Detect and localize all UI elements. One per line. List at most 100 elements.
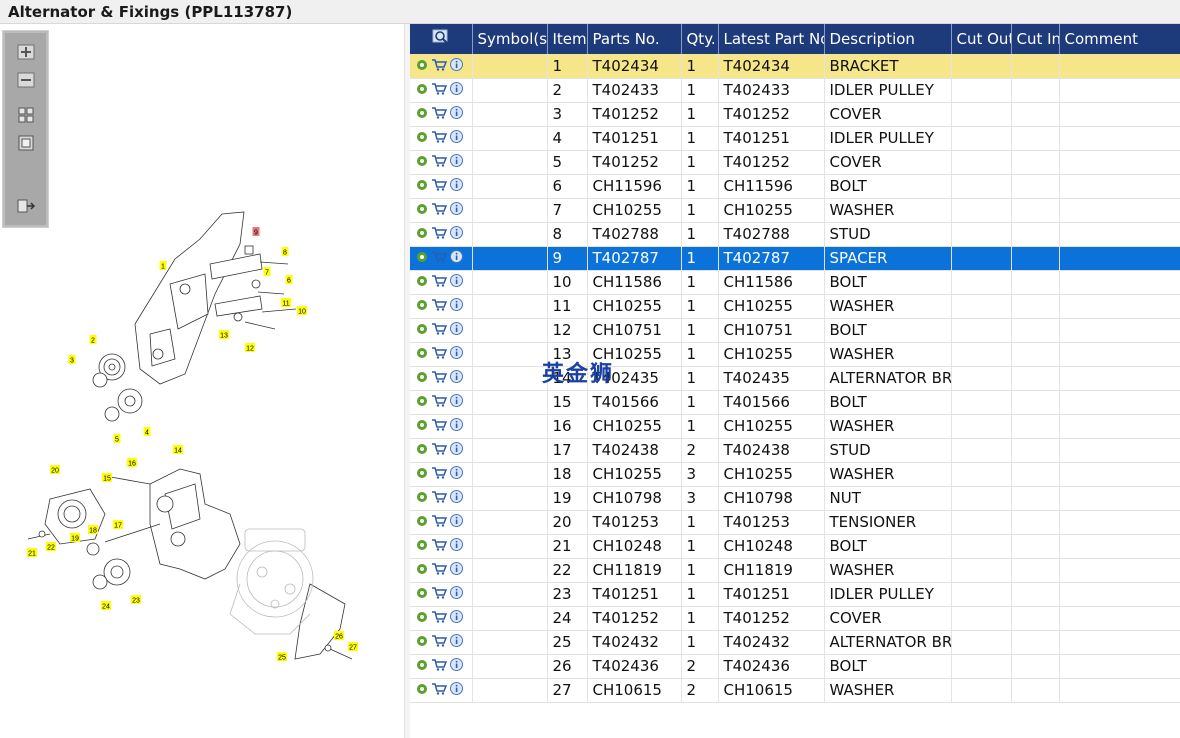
callout-label[interactable]: 12: [245, 343, 255, 353]
callout-label[interactable]: 24: [101, 601, 111, 611]
options-gear-icon[interactable]: [416, 225, 428, 243]
callout-label[interactable]: 23: [131, 595, 141, 605]
table-row[interactable]: 27 CH10615 2 CH10615 WASHER: [410, 678, 1180, 703]
options-gear-icon[interactable]: [416, 561, 428, 579]
info-icon[interactable]: [450, 489, 463, 507]
callout-label[interactable]: 15: [102, 473, 112, 483]
callout-label[interactable]: 5: [113, 434, 121, 444]
info-icon[interactable]: [450, 225, 463, 243]
info-icon[interactable]: [450, 633, 463, 651]
table-row[interactable]: 5 T401252 1 T401252 COVER: [410, 150, 1180, 175]
add-to-cart-icon[interactable]: [431, 489, 448, 507]
options-gear-icon[interactable]: [416, 321, 428, 339]
add-to-cart-icon[interactable]: [431, 537, 448, 555]
options-gear-icon[interactable]: [416, 393, 428, 411]
options-gear-icon[interactable]: [416, 345, 428, 363]
column-header-description[interactable]: Description: [824, 24, 952, 54]
info-icon[interactable]: [450, 513, 463, 531]
callout-label[interactable]: 14: [173, 445, 183, 455]
info-icon[interactable]: [450, 129, 463, 147]
column-header-parts-no[interactable]: Parts No.: [587, 24, 682, 54]
info-icon[interactable]: [450, 369, 463, 387]
table-row[interactable]: 10 CH11586 1 CH11586 BOLT: [410, 270, 1180, 295]
add-to-cart-icon[interactable]: [431, 345, 448, 363]
table-row[interactable]: 18 CH10255 3 CH10255 WASHER: [410, 462, 1180, 487]
callout-label[interactable]: 18: [88, 525, 98, 535]
table-row[interactable]: 20 T401253 1 T401253 TENSIONER: [410, 510, 1180, 535]
add-to-cart-icon[interactable]: [431, 225, 448, 243]
options-gear-icon[interactable]: [416, 609, 428, 627]
add-to-cart-icon[interactable]: [431, 201, 448, 219]
callout-label[interactable]: 1: [159, 261, 167, 271]
table-row[interactable]: 7 CH10255 1 CH10255 WASHER: [410, 198, 1180, 223]
callout-label[interactable]: 17: [113, 520, 123, 530]
info-icon[interactable]: [450, 201, 463, 219]
table-row[interactable]: 16 CH10255 1 CH10255 WASHER: [410, 414, 1180, 439]
options-gear-icon[interactable]: [416, 585, 428, 603]
info-icon[interactable]: [450, 177, 463, 195]
table-row[interactable]: 14 T402435 1 T402435 ALTERNATOR BRA: [410, 366, 1180, 391]
callout-label[interactable]: 9: [252, 227, 260, 237]
callout-label[interactable]: 2: [89, 335, 97, 345]
info-icon[interactable]: [450, 273, 463, 291]
callout-label[interactable]: 11: [281, 298, 291, 308]
add-to-cart-icon[interactable]: [431, 657, 448, 675]
callout-label[interactable]: 25: [277, 652, 287, 662]
options-gear-icon[interactable]: [416, 129, 428, 147]
options-gear-icon[interactable]: [416, 273, 428, 291]
options-gear-icon[interactable]: [416, 153, 428, 171]
add-to-cart-icon[interactable]: [431, 417, 448, 435]
options-gear-icon[interactable]: [416, 369, 428, 387]
callout-label[interactable]: 16: [127, 458, 137, 468]
column-header-item[interactable]: Item: [547, 24, 588, 54]
info-icon[interactable]: [450, 153, 463, 171]
add-to-cart-icon[interactable]: [431, 129, 448, 147]
table-row[interactable]: 17 T402438 2 T402438 STUD: [410, 438, 1180, 463]
add-to-cart-icon[interactable]: [431, 273, 448, 291]
callout-label[interactable]: 6: [285, 275, 293, 285]
pane-splitter[interactable]: [404, 24, 410, 738]
table-row[interactable]: 13 CH10255 1 CH10255 WASHER: [410, 342, 1180, 367]
info-icon[interactable]: [450, 81, 463, 99]
diagram-pane[interactable]: 1 2 3 4 5 6 7 8 9 10 11 12 13 14 15 16 17 18 19 20 21 22 23 24 2…: [0, 24, 404, 738]
exploded-parts-diagram[interactable]: 1234567891011121314151617181920212223242…: [0, 184, 404, 684]
column-header-comment[interactable]: Comment: [1059, 24, 1180, 54]
add-to-cart-icon[interactable]: [431, 633, 448, 651]
export-button[interactable]: [16, 197, 36, 215]
callout-label[interactable]: 22: [46, 542, 56, 552]
options-gear-icon[interactable]: [416, 81, 428, 99]
add-to-cart-icon[interactable]: [431, 369, 448, 387]
add-to-cart-icon[interactable]: [431, 321, 448, 339]
add-to-cart-icon[interactable]: [431, 177, 448, 195]
fit-button[interactable]: [16, 106, 36, 124]
actual-size-button[interactable]: [16, 134, 36, 152]
table-row[interactable]: 21 CH10248 1 CH10248 BOLT: [410, 534, 1180, 559]
table-row[interactable]: 12 CH10751 1 CH10751 BOLT: [410, 318, 1180, 343]
table-row[interactable]: 25 T402432 1 T402432 ALTERNATOR BRA: [410, 630, 1180, 655]
options-gear-icon[interactable]: [416, 297, 428, 315]
parts-list-grid[interactable]: Symbol(s) Item Parts No. Qty. Latest Par…: [410, 24, 1180, 738]
options-gear-icon[interactable]: [416, 681, 428, 699]
callout-label[interactable]: 27: [348, 642, 358, 652]
info-icon[interactable]: [450, 417, 463, 435]
column-header-latest-part-no[interactable]: Latest Part No.: [718, 24, 825, 54]
table-row[interactable]: 6 CH11596 1 CH11596 BOLT: [410, 174, 1180, 199]
callout-label[interactable]: 4: [143, 427, 151, 437]
table-row[interactable]: 22 CH11819 1 CH11819 WASHER: [410, 558, 1180, 583]
add-to-cart-icon[interactable]: [431, 105, 448, 123]
add-to-cart-icon[interactable]: [431, 513, 448, 531]
add-to-cart-icon[interactable]: [431, 249, 448, 267]
zoom-out-button[interactable]: [16, 71, 36, 89]
info-icon[interactable]: [450, 441, 463, 459]
add-to-cart-icon[interactable]: [431, 681, 448, 699]
add-to-cart-icon[interactable]: [431, 57, 448, 75]
info-icon[interactable]: [450, 297, 463, 315]
info-icon[interactable]: [450, 681, 463, 699]
options-gear-icon[interactable]: [416, 177, 428, 195]
table-row[interactable]: 23 T401251 1 T401251 IDLER PULLEY: [410, 582, 1180, 607]
add-to-cart-icon[interactable]: [431, 297, 448, 315]
table-row[interactable]: 4 T401251 1 T401251 IDLER PULLEY: [410, 126, 1180, 151]
options-gear-icon[interactable]: [416, 417, 428, 435]
table-row[interactable]: 9 T402787 1 T402787 SPACER: [410, 246, 1180, 271]
add-to-cart-icon[interactable]: [431, 561, 448, 579]
